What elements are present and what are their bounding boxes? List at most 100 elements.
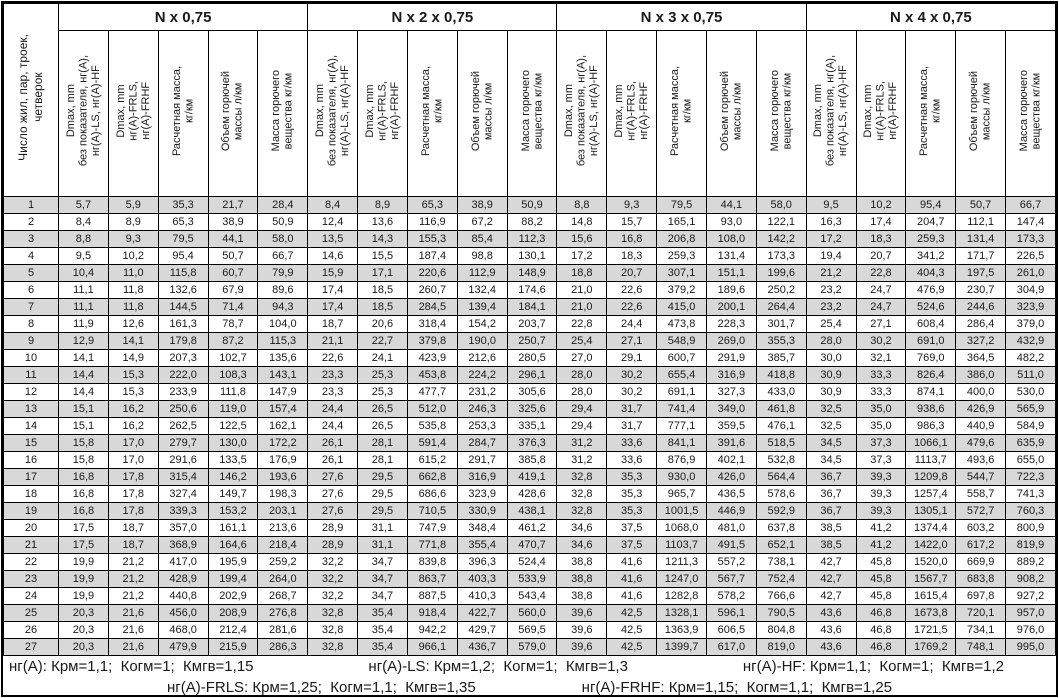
cell: 1769,2 (905, 638, 957, 656)
cell: 28,0 (556, 366, 608, 384)
cell: 722,3 (1005, 468, 1056, 486)
cell: 335,1 (506, 417, 558, 435)
column-header: Dmax, mm нг(А)-FRLS, нг(А)-FRHF (855, 30, 907, 197)
cell: 147,4 (1005, 213, 1056, 231)
cell: 1328,1 (656, 604, 707, 622)
cell: 33,6 (606, 434, 658, 452)
cell: 42,5 (606, 621, 658, 639)
cell: 1615,4 (905, 587, 957, 605)
cell: 635,9 (1005, 434, 1056, 452)
column-header-label: Объем горючей массы л/км (968, 70, 993, 152)
cell: 18,7 (107, 519, 159, 537)
cell: 518,5 (755, 434, 807, 452)
cell: 17,2 (556, 247, 608, 265)
cell: 36,7 (805, 485, 857, 503)
cell: 253,3 (456, 417, 508, 435)
cell: 24,4 (307, 417, 359, 435)
cell: 603,2 (955, 519, 1007, 537)
cell: 446,9 (705, 502, 757, 520)
cell: 13,5 (307, 230, 359, 248)
cell: 15,1 (58, 417, 109, 435)
table-row: 2 8,4 8,9 65,3 38,9 50,9 12,4 13,6 116,9 67,2 88,2… (3, 213, 1056, 231)
cell: 165,1 (656, 213, 707, 231)
cell: 33,3 (855, 383, 907, 401)
cell: 43,6 (805, 621, 857, 639)
cell: 493,6 (955, 451, 1007, 469)
cell: 41,2 (855, 519, 907, 537)
cell: 461,8 (755, 400, 807, 418)
column-header: Dmax, mm без показателя, нг(А), нг(А)-LS… (58, 30, 109, 197)
cell: 189,6 (705, 281, 757, 299)
cell: 108,0 (705, 230, 757, 248)
column-header: Масса горючего вещества кг/км (1005, 30, 1056, 197)
cell: 30,9 (805, 366, 857, 384)
cell: 456,0 (157, 604, 209, 622)
cell: 438,1 (506, 502, 558, 520)
table-row: 23 19,9 21,2 428,9 199,4 264,0 32,2 34,7 863,7 40… (3, 570, 1056, 588)
cell: 8,8 (556, 196, 608, 214)
cell: 27,1 (606, 332, 658, 350)
cell: 617,2 (955, 536, 1007, 554)
cell: 133,5 (207, 451, 259, 469)
footnote-ng-a-frhf: нг(А)-FRHF: Крм=1,15; Когм=1,1; Кмгв=1,2… (581, 678, 893, 696)
row-number: 27 (3, 638, 59, 656)
cell: 578,6 (755, 485, 807, 503)
cell: 17,5 (58, 536, 109, 554)
cell: 691,1 (656, 383, 707, 401)
cell: 264,0 (257, 570, 309, 588)
cell: 379,2 (656, 281, 707, 299)
cell: 323,9 (1005, 298, 1056, 316)
column-header-label: Dmax, mm нг(А)-FRLS, нг(А)-FRHF (363, 81, 401, 141)
column-header: Dmax, mm нг(А)-FRLS, нг(А)-FRHF (606, 30, 658, 197)
cell: 18,3 (606, 247, 658, 265)
cell: 102,7 (207, 349, 259, 367)
cell: 35,0 (855, 417, 907, 435)
cell: 1257,4 (905, 485, 957, 503)
cell: 557,2 (705, 553, 757, 571)
column-header-label: Dmax, mm нг(А)-FRLS, нг(А)-FRHF (612, 81, 650, 141)
cell: 39,6 (556, 604, 608, 622)
cell: 771,8 (406, 536, 458, 554)
cell: 18,7 (107, 536, 159, 554)
cell: 34,7 (357, 587, 408, 605)
cell: 198,3 (257, 485, 309, 503)
cell: 44,1 (705, 196, 757, 214)
cell: 27,6 (307, 502, 359, 520)
cell: 162,1 (257, 417, 309, 435)
cell: 385,8 (506, 451, 558, 469)
cell: 748,1 (955, 638, 1007, 656)
table-row: 16 15,8 17,0 291,6 133,5 176,9 26,1 28,1 615,2 29… (3, 451, 1056, 469)
cell: 149,7 (207, 485, 259, 503)
cell: 565,9 (1005, 400, 1056, 418)
cell: 476,9 (905, 281, 957, 299)
cell: 355,3 (755, 332, 807, 350)
cell: 686,6 (406, 485, 458, 503)
cell: 260,7 (406, 281, 458, 299)
cell: 25,3 (357, 383, 408, 401)
row-number: 23 (3, 570, 59, 588)
cell: 79,5 (656, 196, 707, 214)
cell: 179,8 (157, 332, 209, 350)
cell: 10,2 (107, 247, 159, 265)
cell: 95,4 (157, 247, 209, 265)
cell: 29,1 (606, 349, 658, 367)
cell: 21,6 (107, 638, 159, 656)
column-header-label: Объем горючей массы л/км (469, 70, 495, 152)
cell: 79,9 (257, 264, 309, 282)
cell: 5,9 (107, 196, 159, 214)
cell: 28,0 (556, 383, 608, 401)
cell: 144,5 (157, 298, 209, 316)
cable-spec-table: Число жил, пар, троек, четверок N x 0,75… (3, 3, 1057, 656)
cell: 25,4 (805, 315, 857, 333)
corner-header-label: Число жил, пар, троек, четверок (16, 34, 45, 161)
cell: 218,4 (257, 536, 309, 554)
cell: 942,2 (406, 621, 458, 639)
cell: 29,5 (357, 485, 408, 503)
row-number: 5 (3, 264, 59, 282)
cell: 341,2 (905, 247, 957, 265)
cell: 35,3 (606, 485, 658, 503)
cell: 21,6 (107, 604, 159, 622)
cell: 231,2 (456, 383, 508, 401)
cell: 34,7 (357, 553, 408, 571)
cell: 16,2 (107, 400, 159, 418)
